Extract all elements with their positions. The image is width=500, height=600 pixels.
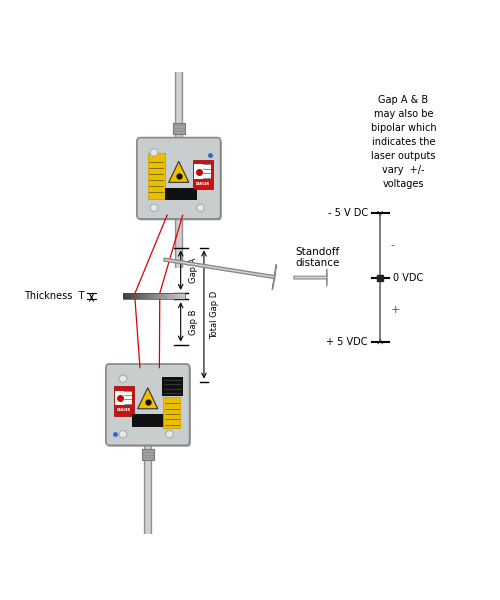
Bar — [135, 293, 137, 299]
Text: Standoff
distance: Standoff distance — [295, 247, 340, 268]
Text: Thickness  T: Thickness T — [24, 291, 85, 301]
Bar — [152, 293, 154, 299]
Bar — [162, 377, 184, 396]
Bar — [156, 293, 158, 299]
FancyBboxPatch shape — [137, 137, 220, 219]
Text: - 5 V DC: - 5 V DC — [328, 208, 368, 218]
Bar — [170, 293, 172, 299]
Bar — [164, 293, 166, 299]
Bar — [132, 414, 165, 427]
Bar — [141, 293, 143, 299]
Bar — [150, 293, 152, 299]
Bar — [160, 293, 162, 299]
Text: -: - — [390, 240, 394, 250]
Bar — [139, 293, 141, 299]
Bar — [182, 293, 184, 299]
Bar — [129, 293, 131, 299]
Text: + 5 VDC: + 5 VDC — [326, 337, 368, 347]
FancyBboxPatch shape — [106, 364, 190, 445]
Bar — [172, 122, 185, 134]
Bar — [194, 164, 211, 179]
FancyBboxPatch shape — [107, 365, 191, 446]
Bar — [172, 293, 174, 299]
Bar — [163, 397, 180, 428]
Bar — [168, 293, 170, 299]
Bar — [131, 293, 133, 299]
Bar — [143, 293, 146, 299]
Text: Gap A & B
may also be
bipolar which
indicates the
laser outputs
vary  +/-
voltag: Gap A & B may also be bipolar which indi… — [370, 95, 436, 189]
Ellipse shape — [150, 204, 158, 212]
Bar — [174, 293, 176, 299]
Text: DANGER: DANGER — [196, 182, 210, 186]
Bar — [158, 293, 160, 299]
FancyBboxPatch shape — [138, 139, 222, 220]
Bar — [176, 293, 178, 299]
Text: Gap B: Gap B — [189, 309, 198, 335]
Text: Gap A: Gap A — [189, 257, 198, 283]
Ellipse shape — [119, 431, 127, 438]
Text: Total Gap D: Total Gap D — [210, 290, 219, 338]
Ellipse shape — [150, 149, 158, 156]
Text: 0 VDC: 0 VDC — [392, 272, 423, 283]
Text: +: + — [390, 305, 400, 315]
Bar — [133, 293, 135, 299]
Bar — [146, 293, 148, 299]
Ellipse shape — [119, 375, 127, 382]
Bar — [192, 160, 213, 190]
Bar — [180, 293, 182, 299]
Bar — [122, 293, 184, 299]
Bar — [166, 293, 168, 299]
Bar — [114, 386, 134, 416]
Polygon shape — [168, 161, 189, 182]
Text: DANGER: DANGER — [116, 409, 130, 412]
Bar — [142, 449, 154, 460]
Bar — [148, 153, 165, 199]
Bar — [162, 293, 164, 299]
Bar — [148, 293, 150, 299]
Bar — [122, 293, 124, 299]
Bar — [126, 293, 129, 299]
Bar — [165, 188, 198, 200]
Ellipse shape — [166, 431, 173, 438]
Bar — [116, 391, 132, 406]
Polygon shape — [138, 388, 158, 409]
Ellipse shape — [196, 204, 204, 212]
Bar — [137, 293, 139, 299]
Bar — [154, 293, 156, 299]
Bar — [178, 293, 180, 299]
Bar — [124, 293, 126, 299]
